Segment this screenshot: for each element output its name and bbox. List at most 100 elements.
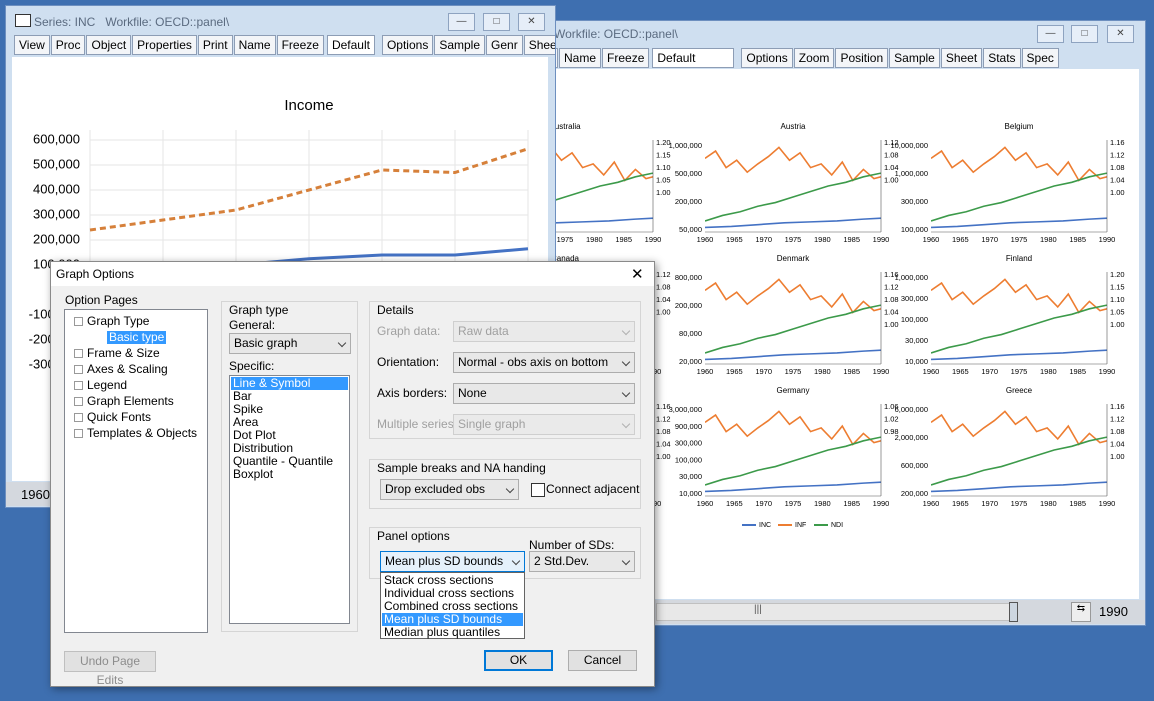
toolbar-button[interactable]: Spec [1021,48,1059,68]
x-tick-label: 1975 [785,367,802,376]
toolbar-button[interactable]: Properties [132,35,197,55]
left-tick-label: 300,000 [901,197,928,206]
tree-item[interactable]: Quick Fonts [87,410,152,424]
x-tick-label: 1975 [785,499,802,508]
tree-item[interactable]: Frame & Size [87,346,160,360]
x-tick-label: 1975 [1011,499,1028,508]
expander[interactable] [74,317,83,326]
toolbar-combo[interactable]: Default [652,48,735,68]
expander[interactable] [74,349,83,358]
tree-item[interactable]: Graph Type [87,314,150,328]
minimize-button[interactable]: — [1037,25,1064,43]
panel-options-combo[interactable]: Mean plus SD bounds [380,551,525,572]
tree-item[interactable]: Templates & Objects [87,426,198,440]
x-tick-label: 1990 [873,235,890,244]
list-item[interactable]: Line & Symbol [231,377,348,390]
toolbar-button[interactable]: View [14,35,50,55]
window-title: Workfile: OECD::panel\ [554,27,678,41]
panel-lines [931,409,1107,493]
right-tick-label: 1.12 [884,282,899,291]
toolbar-button[interactable]: Position [835,48,889,68]
x-tick-label: 1965 [952,367,969,376]
left-tick-label: 10,000,000 [890,141,928,150]
minimize-button[interactable]: — [448,13,475,31]
list-item[interactable]: Bar [233,389,252,403]
tree-item[interactable]: Graph Elements [87,394,174,408]
toolbar-combo[interactable]: Default [326,35,375,55]
cancel-button[interactable]: Cancel [568,650,637,671]
toolbar-button[interactable]: Name [233,35,276,55]
x-tick-label: 1975 [557,235,574,244]
left-tick-label: 200,000 [675,301,702,310]
sample-breaks-combo[interactable]: Drop excluded obs [380,479,519,500]
x-tick-label: 1965 [726,499,743,508]
expander[interactable] [74,365,83,374]
tree-item[interactable]: Axes & Scaling [87,362,168,376]
list-item[interactable]: Dot Plot [233,428,276,442]
close-button[interactable]: ✕ [631,266,644,283]
detail-combo[interactable]: None [453,383,635,404]
dropdown-option[interactable]: Median plus quantiles [384,625,501,639]
dropdown-option[interactable]: Combined cross sections [384,599,519,613]
toolbar-button[interactable]: Options [741,48,793,68]
dropdown-option[interactable]: Mean plus SD bounds [382,613,523,626]
toolbar-button[interactable]: Sample [434,35,486,55]
dropdown-option[interactable]: Individual cross sections [384,586,515,600]
tree-item-selected[interactable]: Basic type [107,330,167,344]
general-combo[interactable]: Basic graph [229,333,351,354]
expander[interactable] [74,381,83,390]
expander[interactable] [74,413,83,422]
toolbar-button[interactable]: Genr [486,35,523,55]
restore-button[interactable]: □ [483,13,510,31]
status-bar: ||| ⇆ 1990 [546,600,1145,624]
panel-lines [546,145,653,229]
right-tick-label: 1.04 [884,163,899,172]
close-button[interactable]: ✕ [518,13,545,31]
left-tick-label: 200,000 [901,489,928,498]
y-tick-label: 400,000 [33,181,80,196]
expander[interactable] [74,429,83,438]
detail-label: Orientation: [377,355,440,369]
toolbar-button[interactable]: Zoom [793,48,835,68]
list-item[interactable]: Spike [233,402,264,416]
left-tick-label: 800,000 [675,273,702,282]
list-item[interactable]: Quantile - Quantile [233,454,334,468]
panel-options-dropdown: Stack cross sections Individual cross sec… [380,572,525,639]
right-tick-label: 1.20 [1110,270,1125,279]
swap-button[interactable]: ⇆ [1071,602,1091,622]
close-button[interactable]: ✕ [1107,25,1134,43]
list-item[interactable]: Area [233,415,259,429]
right-tick-label: 1.08 [656,427,671,436]
toolbar-button[interactable]: Freeze [276,35,324,55]
toolbar-button[interactable]: Stats [983,48,1021,68]
toolbar-button[interactable]: Proc [50,35,86,55]
x-tick-label: 1990 [873,367,890,376]
toolbar-button[interactable]: Freeze [602,48,650,68]
toolbar-button[interactable]: Name [559,48,602,68]
toolbar-button[interactable]: Print [197,35,233,55]
x-tick-label: 1975 [1011,367,1028,376]
panel-title: Belgium [1005,122,1034,131]
dialog-title: Graph Options [56,267,135,281]
detail-combo[interactable]: Normal - obs axis on bottom [453,352,635,373]
sd-combo[interactable]: 2 Std.Dev. [529,551,635,572]
toolbar-button[interactable]: Options [381,35,434,55]
scrollbar[interactable] [656,603,1016,621]
right-tick-label: 0.98 [884,427,899,436]
dropdown-option[interactable]: Stack cross sections [384,573,494,587]
chart-title: Income [284,97,333,114]
toolbar-button[interactable]: Sample [889,48,940,68]
detail-label: Graph data: [377,324,441,338]
toolbar-button[interactable]: Sheet [940,48,983,68]
checkbox[interactable] [531,483,545,497]
panel-lines [705,277,881,361]
toolbar-button[interactable]: Object [86,35,132,55]
scroll-thumb[interactable] [1009,602,1018,622]
expander[interactable] [74,397,83,406]
toolbar-button[interactable]: Sheet [523,35,555,55]
list-item[interactable]: Distribution [233,441,294,455]
tree-item[interactable]: Legend [87,378,128,392]
list-item[interactable]: Boxplot [233,467,274,481]
restore-button[interactable]: □ [1071,25,1098,43]
ok-button[interactable]: OK [484,650,553,671]
